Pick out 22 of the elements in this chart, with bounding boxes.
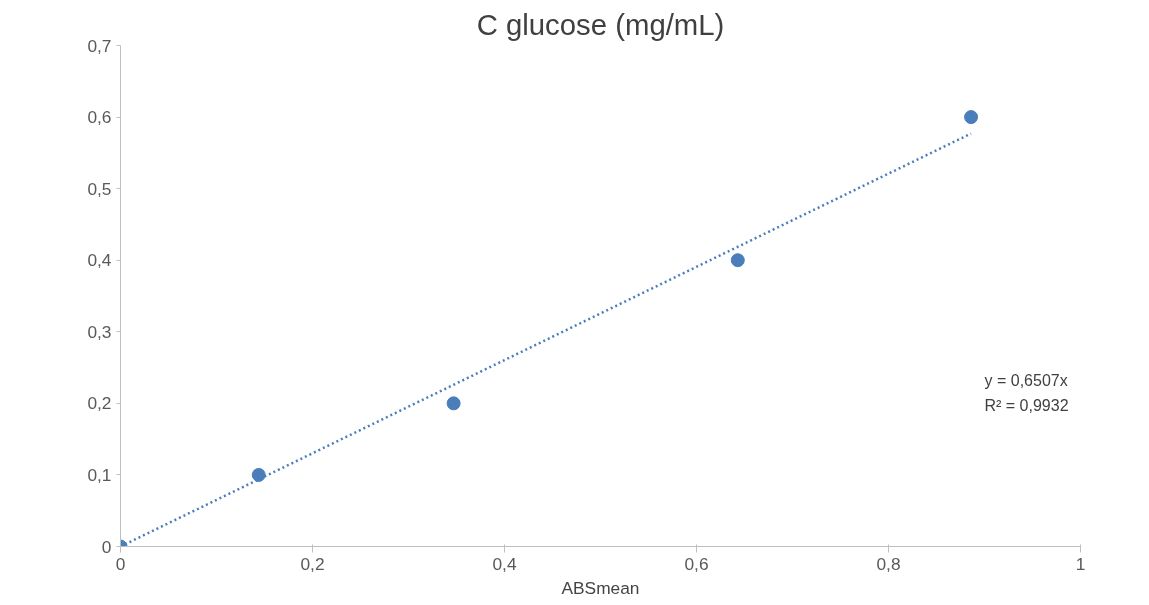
point <box>446 396 461 411</box>
y-tick-label: 0,7 <box>87 35 112 56</box>
y-tick-label: 0,2 <box>87 393 112 414</box>
x-tick-label: 0,8 <box>876 553 901 574</box>
point <box>964 110 979 125</box>
y-tick-label: 0 <box>101 536 112 557</box>
x-tick-label: 0,4 <box>492 553 517 574</box>
x-axis-title: ABSmean <box>561 577 640 598</box>
point <box>730 253 745 268</box>
x-tick-label: 0 <box>115 553 126 574</box>
chart-title: C glucose (mg/mL) <box>476 7 725 41</box>
x-tick-label: 1 <box>1075 553 1086 574</box>
point <box>251 467 266 482</box>
y-tick-label: 0,6 <box>87 107 112 128</box>
annotation: R² = 0,9932 <box>984 397 1069 415</box>
x-tick-label: 0,6 <box>684 553 709 574</box>
x-tick-label: 0,2 <box>300 553 325 574</box>
y-tick-label: 0,3 <box>87 321 112 342</box>
y-tick-label: 0,4 <box>87 250 112 271</box>
annotation: y = 0,6507x <box>984 372 1068 390</box>
y-tick-label: 0,5 <box>87 178 112 199</box>
y-tick-label: 0,1 <box>87 464 112 485</box>
